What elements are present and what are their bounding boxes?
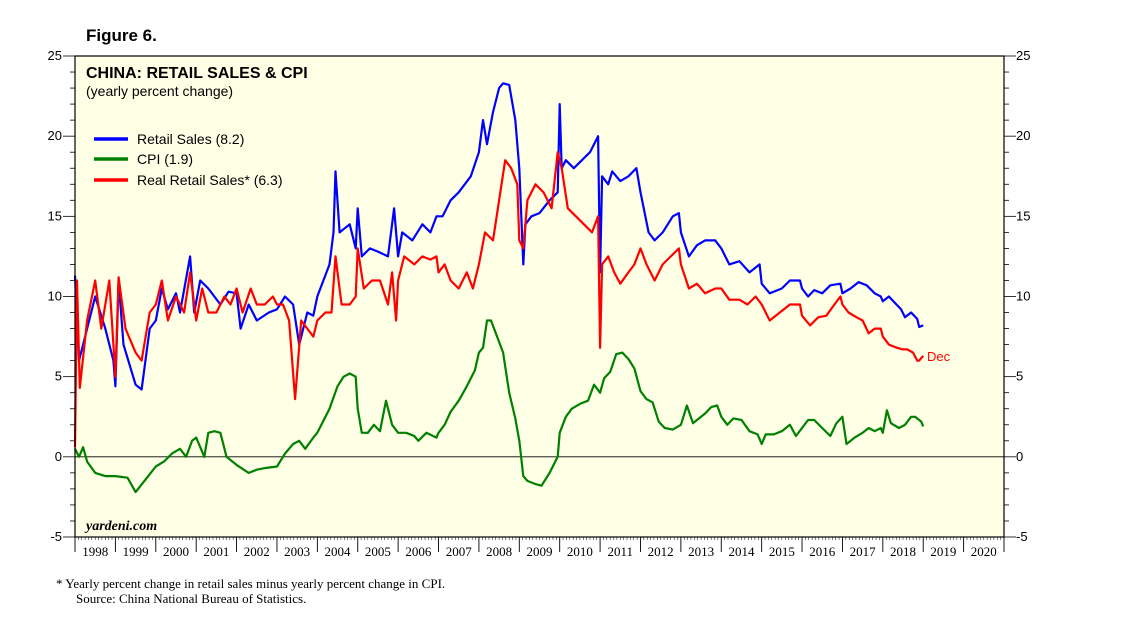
x-tick-label: 2002 <box>244 544 270 559</box>
y-tick-label-right: 0 <box>1016 449 1023 464</box>
x-tick-label: 2020 <box>971 544 997 559</box>
y-tick-label-left: 5 <box>55 369 62 384</box>
x-tick-label: 2016 <box>809 544 836 559</box>
chart-subtitle: (yearly percent change) <box>86 83 233 99</box>
x-tick-label: 2010 <box>567 544 593 559</box>
chart: -5 0 5 10 15 20 25 -5 0 5 10 15 20 25 1998 1999 2000 20… <box>48 48 1031 559</box>
plot-frame <box>74 55 1005 538</box>
x-tick-label: 2013 <box>688 544 714 559</box>
y-tick-label-left: -5 <box>50 529 62 544</box>
x-tick-label: 2004 <box>325 544 352 559</box>
x-tick-label: 2001 <box>203 544 229 559</box>
y-tick-label-left: 25 <box>48 48 62 63</box>
footnotes: * Yearly percent change in retail sales … <box>56 576 445 606</box>
y-tick-label-right: 15 <box>1016 208 1030 223</box>
x-tick-label: 2018 <box>890 544 916 559</box>
x-tick-label: 2000 <box>163 544 189 559</box>
watermark: yardeni.com <box>84 519 157 534</box>
legend-label-retail: Retail Sales (8.2) <box>137 131 244 147</box>
y-tick-label-left: 20 <box>48 128 62 143</box>
figure-label: Figure 6. <box>86 26 157 45</box>
x-tick-label: 2006 <box>405 544 432 559</box>
y-tick-label-right: 10 <box>1016 289 1030 304</box>
end-annotation: Dec <box>927 349 951 364</box>
legend-label-real: Real Retail Sales* (6.3) <box>137 172 283 188</box>
series-line-real-retail-sales <box>73 151 925 448</box>
series-line-cpi <box>74 319 925 494</box>
x-tick-label: 1998 <box>82 544 108 559</box>
legend-label-cpi: CPI (1.9) <box>137 151 193 167</box>
x-tick-label: 2008 <box>486 544 512 559</box>
y-tick-label-right: 20 <box>1016 128 1030 143</box>
y-tick-label-left: 15 <box>48 208 62 223</box>
x-tick-label: 1999 <box>123 544 149 559</box>
chart-title: CHINA: RETAIL SALES & CPI <box>86 65 308 82</box>
legend: Retail Sales (8.2) CPI (1.9) Real Retail… <box>94 131 283 188</box>
x-tick-label: 2009 <box>527 544 553 559</box>
y-tick-label-right: -5 <box>1016 529 1028 544</box>
x-tick-label: 2015 <box>769 544 795 559</box>
footnote-note: * Yearly percent change in retail sales … <box>56 576 446 591</box>
y-tick-label-right: 5 <box>1016 369 1023 384</box>
x-tick-label: 2005 <box>365 544 391 559</box>
x-tick-label: 2003 <box>284 544 310 559</box>
x-tick-label: 2019 <box>930 544 956 559</box>
x-tick-label: 2014 <box>728 544 755 559</box>
x-tick-label: 2007 <box>446 544 473 559</box>
x-tick-label: 2017 <box>850 544 877 559</box>
y-tick-label-left: 10 <box>48 289 62 304</box>
footnote-source: Source: China National Bureau of Statist… <box>76 591 307 606</box>
x-tick-label: 2012 <box>648 544 674 559</box>
y-tick-label-left: 0 <box>55 449 62 464</box>
y-tick-label-right: 25 <box>1016 48 1030 63</box>
x-tick-label: 2011 <box>608 544 634 559</box>
